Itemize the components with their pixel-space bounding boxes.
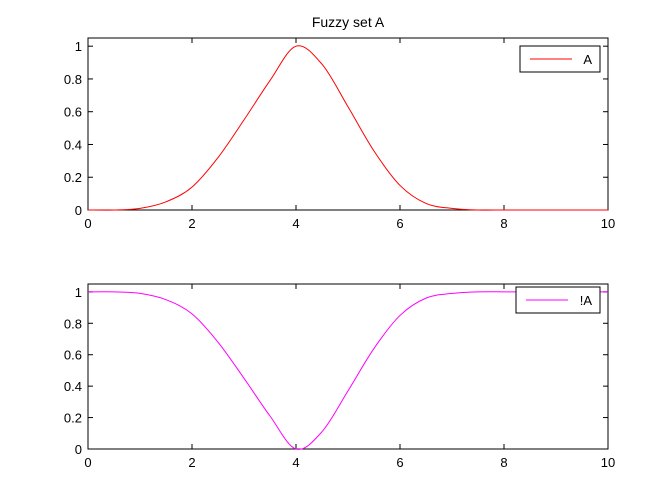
- x-tick-label: 6: [396, 455, 403, 470]
- y-tick-label: 0.6: [64, 348, 82, 363]
- y-tick-label: 0.4: [64, 379, 82, 394]
- x-tick-label: 8: [500, 216, 507, 231]
- x-tick-label: 4: [292, 455, 299, 470]
- x-tick-label: 6: [396, 216, 403, 231]
- chart-panel-1: Fuzzy set A 0 2 4 6 8 10 0 0.2 0.4 0.6 0.8 1 A: [64, 14, 615, 231]
- x-tick-label: 0: [84, 455, 91, 470]
- y-tick-label: 1: [75, 39, 82, 54]
- x-tick-label: 10: [601, 216, 615, 231]
- axes-box: [87, 283, 609, 450]
- x-tick-label: 2: [188, 216, 195, 231]
- y-tick-label: 0.6: [64, 105, 82, 120]
- legend-label: A: [583, 52, 592, 67]
- y-tick-label: 0.2: [64, 170, 82, 185]
- axes-box: [87, 37, 609, 211]
- y-tick-label: 0: [75, 203, 82, 218]
- x-tick-label: 10: [601, 455, 615, 470]
- x-tick-label: 0: [84, 216, 91, 231]
- y-tick-label: 0.2: [64, 411, 82, 426]
- y-tick-label: 0.8: [64, 72, 82, 87]
- series-line-1: [87, 45, 608, 211]
- x-tick-label: 2: [188, 455, 195, 470]
- x-tick-label: 8: [500, 455, 507, 470]
- y-tick-label: 0.8: [64, 316, 82, 331]
- y-tick-label: 0.4: [64, 137, 82, 152]
- chart-panel-2: 0 2 4 6 8 10 0 0.2 0.4 0.6 0.8 1 !A: [64, 283, 615, 470]
- legend-label: !A: [580, 293, 593, 308]
- y-tick-label: 0: [75, 442, 82, 457]
- x-tick-label: 4: [292, 216, 299, 231]
- chart-title: Fuzzy set A: [312, 14, 385, 30]
- y-tick-label: 1: [75, 285, 82, 300]
